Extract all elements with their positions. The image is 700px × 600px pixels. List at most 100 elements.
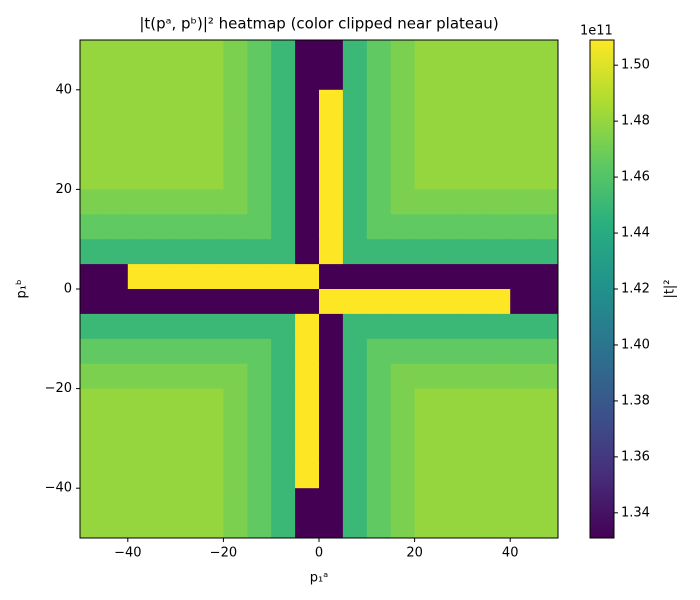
heatmap-cell — [295, 438, 320, 464]
heatmap-cell — [247, 239, 272, 265]
heatmap-cell — [175, 463, 200, 489]
heatmap-cell — [175, 114, 200, 141]
heatmap-cell — [366, 363, 392, 390]
heatmap-cell — [319, 313, 344, 340]
heatmap-cell — [151, 413, 177, 439]
heatmap-cell — [390, 388, 416, 414]
heatmap-cell — [247, 114, 272, 141]
y-axis-label: p₁ᵇ — [15, 279, 30, 298]
heatmap-cell — [486, 114, 511, 141]
heatmap-cell — [199, 338, 224, 365]
heatmap-cell — [80, 114, 105, 141]
heatmap-cell — [271, 438, 296, 464]
heatmap-cell — [414, 214, 439, 240]
heatmap-cell — [127, 164, 153, 190]
heatmap-cell — [319, 164, 344, 190]
heatmap-cell — [342, 488, 368, 514]
heatmap-cell — [438, 338, 463, 365]
heatmap-cell — [534, 289, 559, 315]
colorbar-label: |t|² — [663, 279, 678, 298]
heatmap-cell — [295, 513, 320, 539]
y-tick-label: −20 — [45, 381, 72, 396]
heatmap-cell — [414, 438, 439, 464]
heatmap-cell — [103, 114, 129, 141]
heatmap-cell — [175, 239, 200, 265]
heatmap-cell — [486, 164, 511, 190]
heatmap-cell — [247, 438, 272, 464]
heatmap-cell — [534, 513, 559, 539]
heatmap-cell — [295, 114, 320, 141]
heatmap-cell — [366, 214, 392, 240]
heatmap-cell — [151, 264, 177, 290]
heatmap-cell — [319, 438, 344, 464]
heatmap-cell — [390, 338, 416, 365]
colorbar-tick-label: 1.36 — [621, 449, 650, 464]
heatmap-cell — [438, 513, 463, 539]
heatmap-cell — [80, 64, 105, 91]
heatmap-cell — [414, 513, 439, 539]
heatmap-cell — [390, 264, 416, 290]
heatmap-cell — [247, 189, 272, 215]
heatmap-cell — [319, 338, 344, 365]
heatmap-cell — [127, 114, 153, 141]
heatmap-cell — [486, 289, 511, 315]
heatmap-cell — [151, 438, 177, 464]
heatmap-cell — [175, 313, 200, 340]
heatmap-cell — [390, 139, 416, 165]
colorbar-offset: 1e11 — [580, 24, 613, 39]
heatmap-cell — [486, 413, 511, 439]
heatmap-cell — [462, 64, 487, 91]
heatmap-cell — [80, 189, 105, 215]
heatmap-cell — [534, 114, 559, 141]
heatmap-cell — [510, 363, 535, 390]
heatmap-cell — [271, 239, 296, 265]
heatmap-cell — [80, 388, 105, 414]
heatmap-cell — [199, 313, 224, 340]
heatmap-cell — [80, 89, 105, 116]
heatmap-cell — [462, 289, 487, 315]
heatmap-cell — [534, 363, 559, 390]
heatmap-cell — [199, 239, 224, 265]
heatmap-cell — [486, 488, 511, 514]
heatmap-cell — [103, 488, 129, 514]
heatmap-cell — [510, 438, 535, 464]
heatmap-cell — [462, 488, 487, 514]
heatmap-cell — [319, 114, 344, 141]
heatmap-cell — [486, 64, 511, 91]
heatmap-cell — [438, 64, 463, 91]
heatmap-cell — [295, 40, 320, 66]
heatmap-cell — [510, 338, 535, 365]
heatmap-cell — [271, 40, 296, 66]
heatmap-cell — [271, 264, 296, 290]
heatmap-cell — [510, 313, 535, 340]
heatmap-cell — [103, 264, 129, 290]
heatmap-cell — [366, 438, 392, 464]
heatmap-cell — [366, 313, 392, 340]
heatmap-cell — [342, 89, 368, 116]
heatmap-cell — [366, 463, 392, 489]
heatmap-cell — [199, 214, 224, 240]
heatmap-cell — [151, 64, 177, 91]
heatmap-cell — [534, 264, 559, 290]
heatmap-cell — [151, 89, 177, 116]
heatmap-cell — [319, 463, 344, 489]
y-tick-label: 0 — [64, 282, 72, 297]
heatmap-cell — [438, 463, 463, 489]
heatmap-cell — [414, 264, 439, 290]
heatmap-cell — [80, 513, 105, 539]
heatmap-cell — [295, 264, 320, 290]
x-tick-label: 0 — [315, 546, 323, 561]
heatmap-cell — [366, 289, 392, 315]
heatmap-cell — [390, 438, 416, 464]
heatmap-cell — [486, 264, 511, 290]
heatmap-cell — [462, 40, 487, 66]
heatmap-cell — [510, 40, 535, 66]
heatmap-cell — [319, 189, 344, 215]
heatmap-cell — [366, 64, 392, 91]
heatmap-cell — [223, 313, 248, 340]
heatmap-cell — [271, 64, 296, 91]
heatmap-cell — [175, 513, 200, 539]
heatmap-cell — [510, 214, 535, 240]
heatmap-cell — [103, 363, 129, 390]
heatmap-cell — [462, 463, 487, 489]
